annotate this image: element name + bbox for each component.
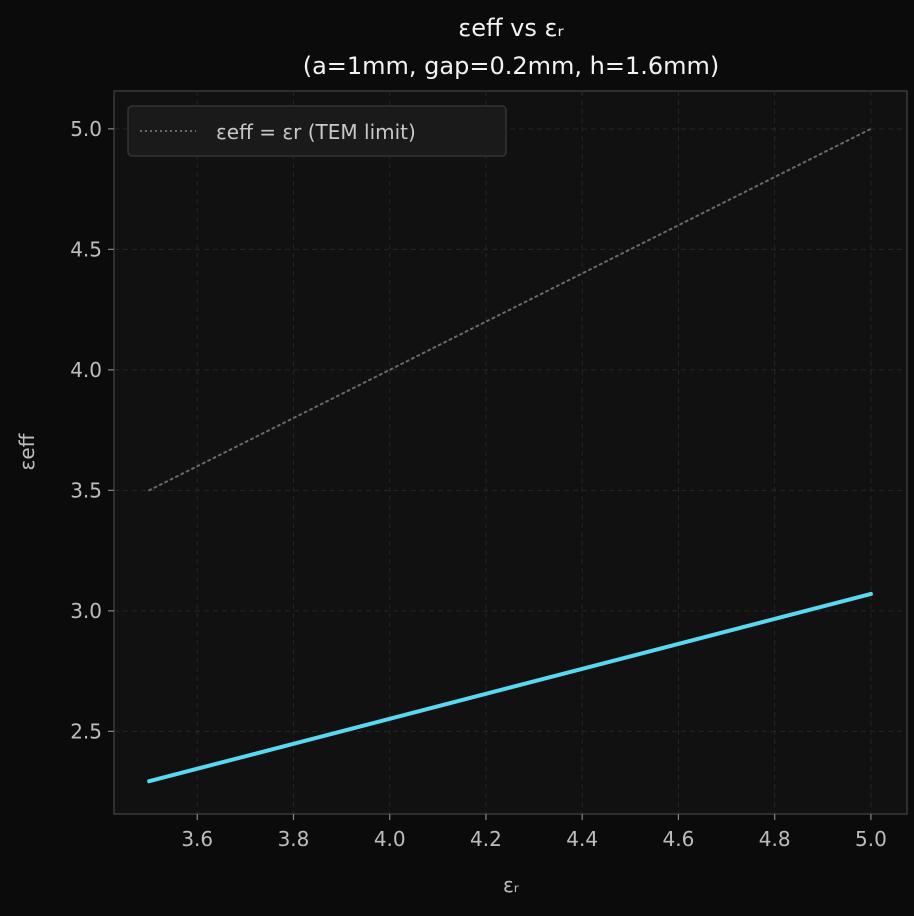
legend-label-tem-limit: εeff = εr (TEM limit) — [216, 120, 416, 144]
x-tick-label: 3.8 — [278, 827, 310, 851]
chart-subtitle: (a=1mm, gap=0.2mm, h=1.6mm) — [303, 52, 720, 80]
x-tick-label: 3.6 — [181, 827, 213, 851]
series-line-eeff — [147, 591, 873, 784]
x-tick-label: 4.8 — [759, 827, 791, 851]
x-tick-label: 4.2 — [470, 827, 502, 851]
plot-area — [113, 90, 908, 815]
x-tick-label: 4.6 — [663, 827, 695, 851]
x-tick-label: 4.4 — [566, 827, 598, 851]
ticks: 3.6 3.8 4.0 4.2 4.4 4.6 4.8 5.0 2.5 3.0 3.5 4.0 4.5 5… — [70, 117, 887, 851]
y-tick-label: 5.0 — [70, 117, 102, 141]
y-tick-label: 3.0 — [70, 599, 102, 623]
y-tick-label: 3.5 — [70, 478, 102, 502]
series-lines — [147, 127, 873, 784]
x-axis-label: εᵣ — [503, 873, 520, 897]
x-tick-label: 4.0 — [374, 827, 406, 851]
chart-title: εeff vs εᵣ — [458, 14, 564, 42]
x-tick-label: 5.0 — [855, 827, 887, 851]
series-line-tem-limit — [148, 127, 872, 492]
y-tick-label: 4.5 — [70, 237, 102, 261]
y-tick-label: 4.0 — [70, 358, 102, 382]
y-tick-label: 2.5 — [70, 719, 102, 743]
y-axis-label: εeff — [15, 432, 39, 470]
legend: εeff = εr (TEM limit) — [127, 105, 507, 157]
legend-box — [127, 105, 507, 157]
grid — [114, 91, 907, 814]
